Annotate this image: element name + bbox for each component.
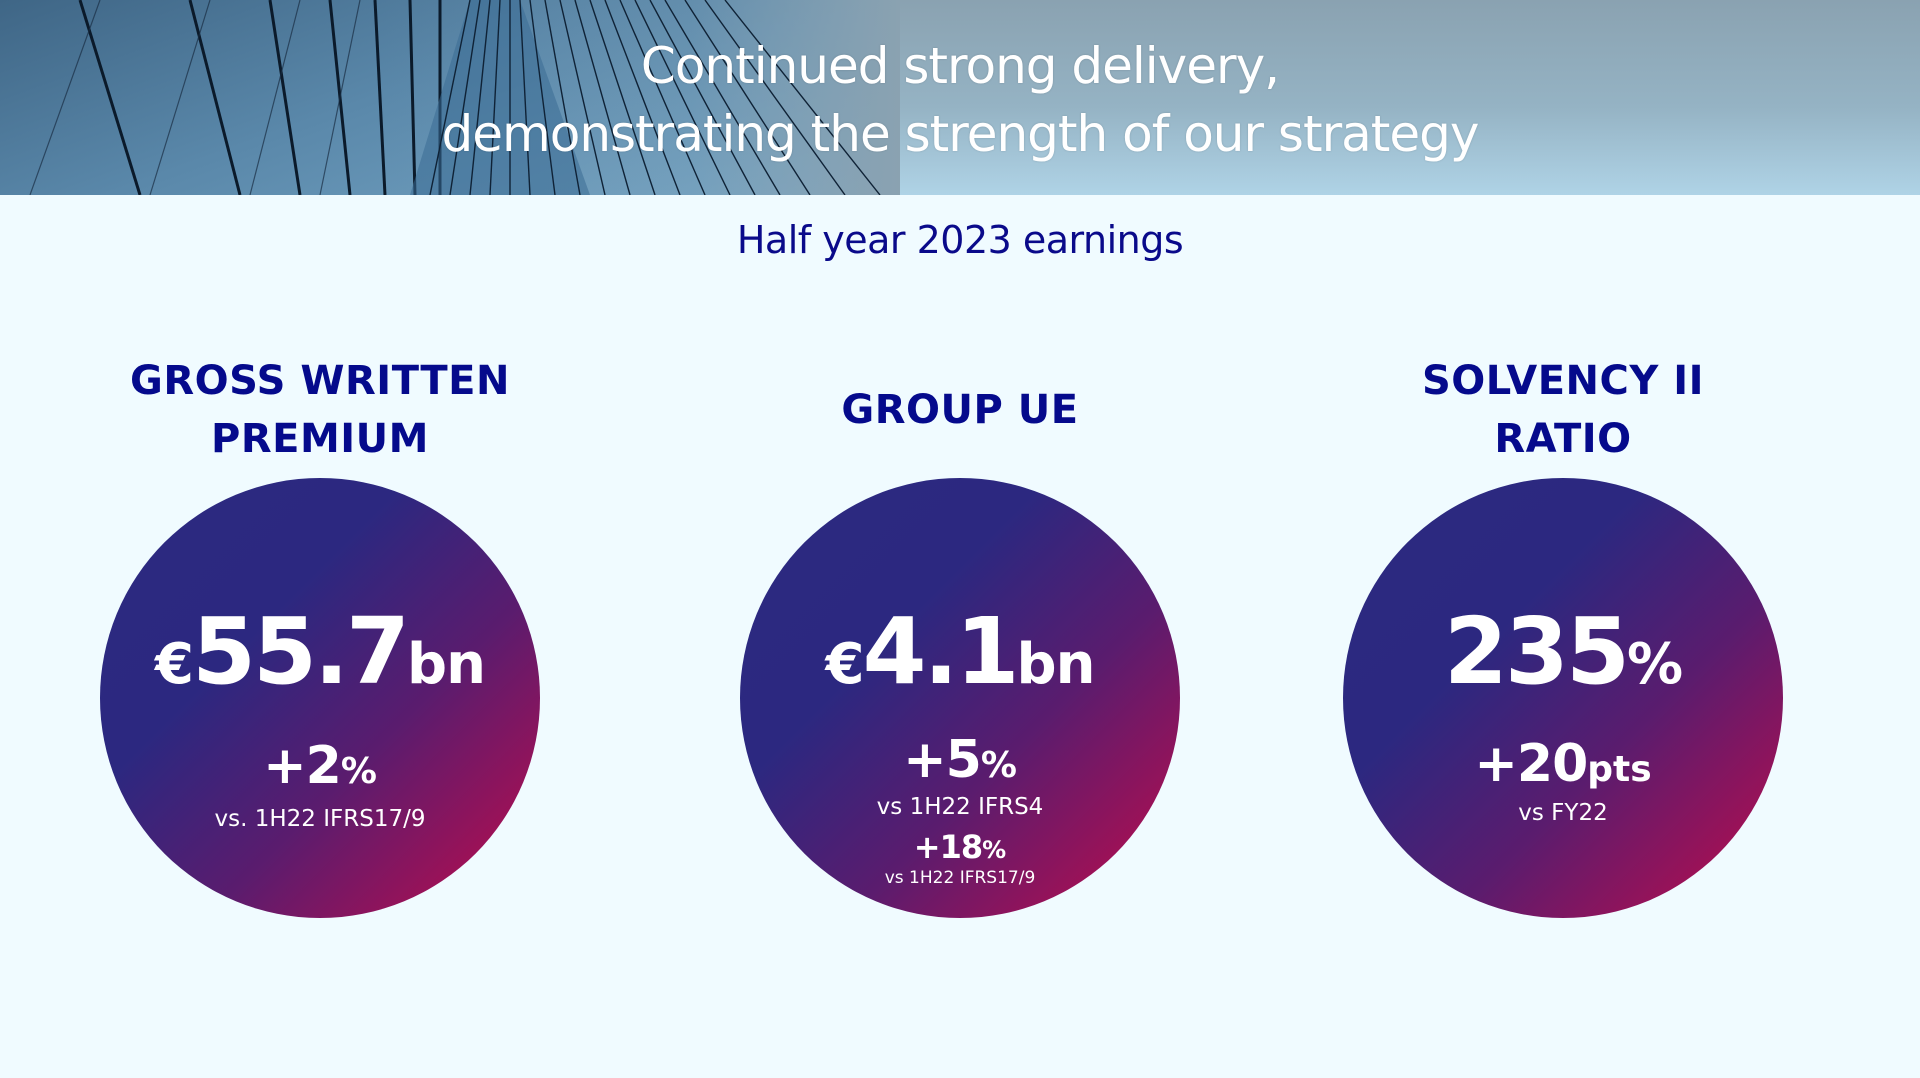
value-number: 55.7 (192, 598, 410, 705)
delta-unit: pts (1587, 749, 1652, 790)
section-subtitle: Half year 2023 earnings (736, 218, 1184, 262)
kpi-gross-written-premium: GROSS WRITTEN PREMIUM €55.7bn +2% vs. 1H… (60, 350, 580, 918)
kpi-delta: +5% (740, 730, 1180, 790)
currency-symbol: € (825, 632, 865, 697)
building-facade-lines (29, 0, 881, 195)
header-banner: Continued strong delivery, demonstrating… (0, 0, 1920, 195)
value-unit: % (1626, 632, 1683, 697)
kpi-group-ue: GROUP UE €4.1bn +5% vs 1H22 IFRS4 +18% v… (700, 350, 1220, 918)
delta-unit: % (980, 745, 1017, 786)
kpi-title: GROSS WRITTEN PREMIUM (60, 350, 580, 470)
kpi-title-line-2: RATIO (1494, 416, 1632, 462)
kpi-delta: +20pts (1343, 734, 1783, 794)
value-number: 235 (1443, 598, 1630, 705)
delta-note: vs. 1H22 IFRS17/9 (214, 806, 426, 832)
delta-value: +20 (1474, 734, 1588, 794)
value-unit: bn (1016, 632, 1096, 697)
delta-value: +5 (903, 730, 982, 790)
kpi-solvency-ii-ratio: SOLVENCY II RATIO 235% +20pts vs FY22 (1303, 350, 1823, 918)
currency-symbol: € (155, 632, 194, 697)
kpi-title-line-1: SOLVENCY II (1421, 358, 1705, 404)
delta-note: vs FY22 (1518, 800, 1608, 826)
kpi-title: SOLVENCY II RATIO (1303, 350, 1823, 470)
delta2-note: vs 1H22 IFRS17/9 (884, 868, 1036, 888)
kpi-title-line-1: GROSS WRITTEN (130, 358, 510, 404)
value-number: 4.1 (862, 598, 1020, 705)
kpi-delta: +2% (100, 736, 540, 796)
kpi-title-line-1: GROUP UE (841, 387, 1079, 433)
kpi-circle: €4.1bn +5% vs 1H22 IFRS4 +18% vs 1H22 IF… (740, 478, 1180, 918)
kpi-title: GROUP UE (700, 350, 1220, 470)
kpi-circle: €55.7bn +2% vs. 1H22 IFRS17/9 (100, 478, 540, 918)
kpi-value: €4.1bn (740, 598, 1180, 705)
delta2-unit: % (982, 836, 1007, 864)
value-unit: bn (407, 632, 486, 697)
kpi-value: 235% (1343, 598, 1783, 705)
kpi-value: €55.7bn (100, 598, 540, 705)
title-line-1: Continued strong delivery, (640, 37, 1280, 95)
kpi-title-line-2: PREMIUM (211, 416, 429, 462)
delta2-value: +18 (913, 828, 983, 866)
kpi-delta-secondary: +18% (740, 828, 1180, 866)
delta-unit: % (340, 751, 377, 792)
page-title: Continued strong delivery, demonstrating… (0, 32, 1920, 168)
delta-note: vs 1H22 IFRS4 (876, 794, 1044, 820)
delta-value: +2 (263, 736, 342, 796)
title-line-2: demonstrating the strength of our strate… (441, 105, 1480, 163)
kpi-circle: 235% +20pts vs FY22 (1343, 478, 1783, 918)
